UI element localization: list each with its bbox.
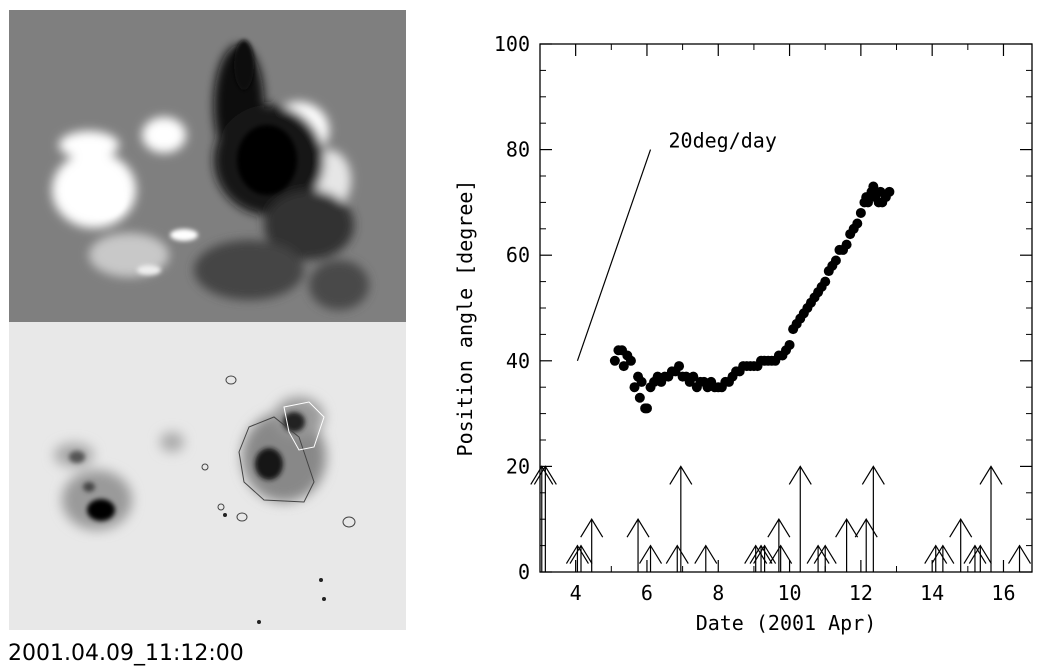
- y-tick-label: 20: [506, 454, 530, 478]
- data-point: [674, 361, 685, 372]
- flare-arrow-head: [788, 465, 812, 485]
- chart-axes: [539, 43, 1033, 573]
- flare-arrow-head: [580, 518, 604, 538]
- x-axis-label: Date (2001 Apr): [696, 611, 877, 635]
- y-axis-label: Position angle [degree]: [453, 180, 477, 457]
- x-tick-label: 12: [849, 581, 873, 605]
- data-point: [641, 403, 652, 414]
- x-tick-label: 6: [641, 581, 653, 605]
- flare-arrow-head: [931, 544, 955, 564]
- flare-arrow-head: [753, 544, 777, 564]
- flare-arrow-head: [963, 544, 987, 564]
- flare-arrow-head: [749, 544, 773, 564]
- flare-arrows: [530, 465, 1032, 572]
- data-point: [820, 276, 831, 287]
- data-point: [841, 239, 852, 250]
- flare-arrow-head: [813, 544, 837, 564]
- y-tick-label: 40: [506, 349, 530, 373]
- data-point: [884, 186, 895, 197]
- data-point: [634, 392, 645, 403]
- x-tick-label: 16: [991, 581, 1015, 605]
- flare-arrow-head: [569, 544, 593, 564]
- data-point: [868, 181, 879, 192]
- data-point: [618, 361, 629, 372]
- x-tick-label: 10: [778, 581, 802, 605]
- flare-arrow-head: [767, 518, 791, 538]
- plot-frame: [539, 43, 1033, 573]
- position-angle-chart: 0 20 40 60 80 100 4 6 8 10 12 14 16 20deg/day Date (…: [453, 32, 1033, 635]
- x-tick-label: 14: [920, 581, 944, 605]
- y-tick-label: 0: [518, 560, 530, 584]
- flare-arrow-head: [669, 465, 693, 485]
- flare-arrow-head: [533, 465, 557, 485]
- slope-label: 20deg/day: [669, 129, 777, 153]
- y-tick-label: 80: [506, 138, 530, 162]
- chart-ticks: 0 20 40 60 80 100 4 6 8 10 12 14 16: [494, 32, 1032, 605]
- solar-images-panel: 2001.04.09_11:12:00: [0, 0, 420, 669]
- flare-arrow-head: [530, 465, 554, 485]
- flare-arrow-head: [979, 465, 1003, 485]
- data-point: [855, 207, 866, 218]
- flare-arrow-head: [744, 544, 768, 564]
- image-timestamp: 2001.04.09_11:12:00: [8, 641, 244, 666]
- x-tick-label: 4: [570, 581, 582, 605]
- data-point: [830, 255, 841, 266]
- flare-arrow-head: [694, 544, 718, 564]
- data-point: [784, 339, 795, 350]
- data-point: [625, 355, 636, 366]
- magnetogram-image: [9, 10, 406, 322]
- data-point: [852, 218, 863, 229]
- white-light-sunspot-image: [9, 322, 406, 630]
- flare-arrow-head: [1008, 544, 1032, 564]
- data-point: [688, 371, 699, 382]
- y-tick-label: 100: [494, 32, 530, 56]
- data-point: [636, 376, 647, 387]
- flare-arrow-head: [861, 465, 885, 485]
- data-point: [863, 197, 873, 208]
- slope-reference-line: [576, 149, 652, 361]
- flare-arrow-head: [968, 544, 992, 564]
- x-tick-label: 8: [712, 581, 724, 605]
- flare-arrow-head: [769, 544, 793, 564]
- y-tick-label: 60: [506, 243, 530, 267]
- flare-arrow-head: [565, 544, 589, 564]
- data-points: [609, 181, 895, 414]
- flare-arrow-head: [949, 518, 973, 538]
- flare-arrow-head: [626, 518, 650, 538]
- flare-arrow-head: [639, 544, 663, 564]
- flare-arrow-head: [665, 544, 689, 564]
- data-point: [609, 355, 620, 366]
- data-point: [629, 382, 640, 393]
- flare-arrow-head: [835, 518, 859, 538]
